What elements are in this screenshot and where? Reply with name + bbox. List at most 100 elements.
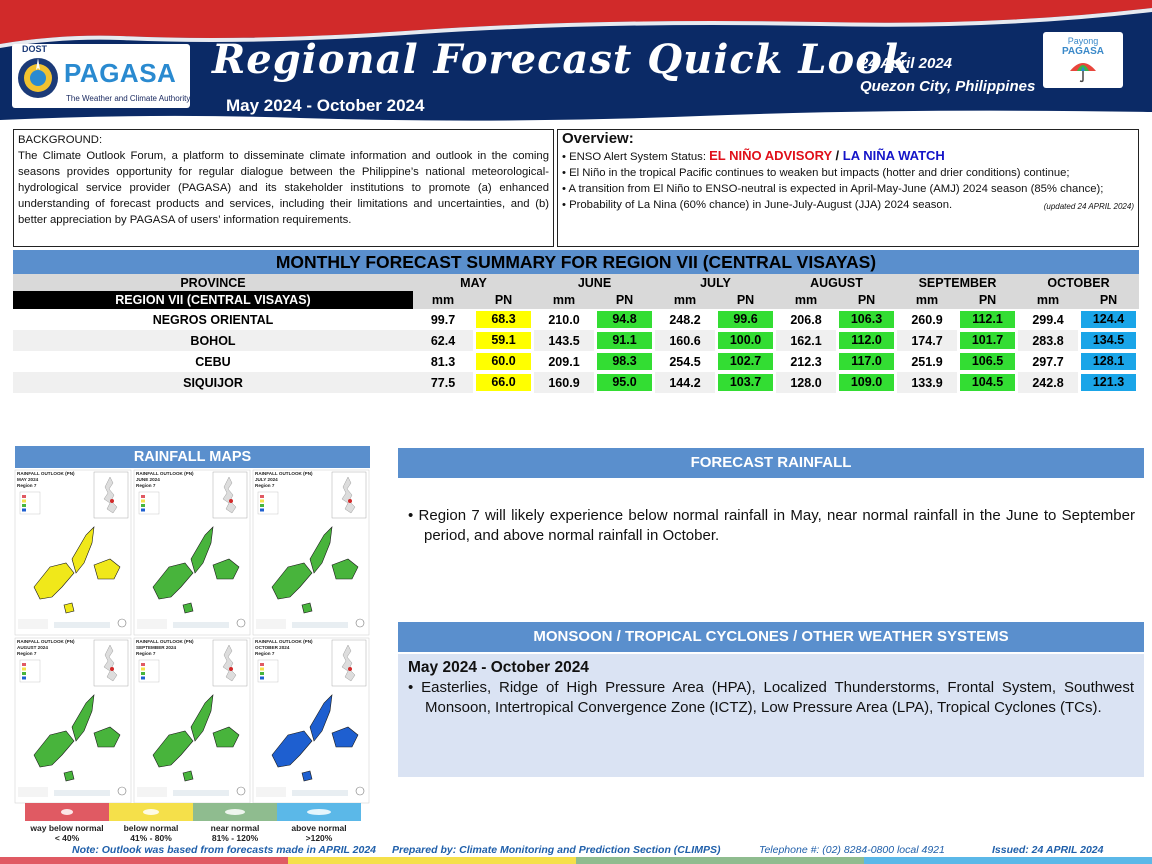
legend-swatch xyxy=(141,508,145,512)
compass-icon xyxy=(117,618,127,628)
percent-normal-cell: 101.7 xyxy=(957,330,1018,351)
legend-category: way below normal xyxy=(30,823,104,833)
map-label: RAINFALL OUTLOOK (PN) xyxy=(17,639,75,644)
negros-oriental-shape xyxy=(152,730,194,768)
dost-label: DOST xyxy=(22,44,48,54)
percent-normal-cell: 112.1 xyxy=(957,309,1018,330)
legend-swatch xyxy=(260,672,264,675)
forecast-rainfall-title: FORECAST RAINFALL xyxy=(398,448,1144,478)
cebu-shape xyxy=(190,526,214,574)
legend-label: near normal 81% - 120% xyxy=(193,823,277,843)
legend-swatch xyxy=(22,676,26,680)
bohol-shape xyxy=(331,726,359,748)
legend-swatch xyxy=(22,508,26,512)
legend-swatch xyxy=(141,495,145,498)
legend-frame xyxy=(138,491,160,515)
region-marker-icon xyxy=(229,499,233,503)
region-label: REGION VII (CENTRAL VISAYAS) xyxy=(13,291,413,309)
percent-normal-cell: 103.7 xyxy=(715,372,776,393)
percent-normal-cell: 100.0 xyxy=(715,330,776,351)
table-row: BOHOL 62.4 59.1 143.5 91.1 160.6 100.0 162.1 112… xyxy=(13,330,1139,351)
percent-normal-value: 59.1 xyxy=(476,332,531,349)
legend-swatch xyxy=(22,504,26,507)
pn-header: PN xyxy=(957,291,1018,309)
province-name: NEGROS ORIENTAL xyxy=(152,312,274,327)
pagasa-watermark-logo xyxy=(18,787,48,797)
forecast-rainfall-text: • Region 7 will likely experience below … xyxy=(408,507,1135,544)
percent-normal-value: 134.5 xyxy=(1081,332,1136,349)
bohol-shape xyxy=(212,726,240,748)
legend-swatch xyxy=(22,499,26,503)
footer-issued: Issued: 24 APRIL 2024 xyxy=(992,844,1104,856)
background-text: The Climate Outlook Forum, a platform to… xyxy=(18,150,549,226)
rainfall-mm: 160.9 xyxy=(534,372,594,393)
percent-normal-cell: 112.0 xyxy=(836,330,897,351)
percent-normal-value: 121.3 xyxy=(1081,374,1136,391)
philippines-inset-icon xyxy=(103,476,118,514)
cebu-shape xyxy=(309,526,333,574)
percent-normal-cell: 106.3 xyxy=(836,309,897,330)
legend-range: < 40% xyxy=(54,833,80,843)
percent-normal-cell: 95.0 xyxy=(594,372,655,393)
map-colorbar xyxy=(54,790,110,796)
cloud-icon xyxy=(143,809,159,815)
philippines-inset-icon xyxy=(103,644,118,682)
percent-normal-value: 100.0 xyxy=(718,332,773,349)
region-marker-icon xyxy=(229,667,233,671)
percent-normal-cell: 106.5 xyxy=(957,351,1018,372)
legend-range: 41% - 80% xyxy=(130,833,172,843)
map-colorbar xyxy=(292,622,348,628)
percent-normal-cell: 59.1 xyxy=(473,330,534,351)
percent-normal-value: 109.0 xyxy=(839,374,894,391)
percent-normal-value: 104.5 xyxy=(960,374,1015,391)
siquijor-shape xyxy=(301,770,313,782)
map-label: Region 7 xyxy=(255,483,275,488)
legend-swatch xyxy=(260,667,264,671)
pagasa-wordmark: PAGASA xyxy=(64,58,177,88)
mm-header: mm xyxy=(1018,291,1078,309)
map-label: RAINFALL OUTLOOK (PN) xyxy=(136,471,194,476)
percent-normal-value: 98.3 xyxy=(597,353,652,370)
rainfall-mm: 248.2 xyxy=(669,312,701,327)
siquijor-shape xyxy=(182,602,194,614)
region-marker-icon xyxy=(348,499,352,503)
map-label: JUNE 2024 xyxy=(136,477,160,482)
percent-normal-cell: 109.0 xyxy=(836,372,897,393)
issue-place: Quezon City, Philippines xyxy=(860,78,1036,95)
legend-frame xyxy=(138,659,160,683)
siquijor-shape xyxy=(63,602,75,614)
rainfall-mm: 206.8 xyxy=(790,312,822,327)
negros-oriental-shape xyxy=(271,730,313,768)
compass-icon xyxy=(355,618,365,628)
rainfall-mm: 299.4 xyxy=(1032,312,1064,327)
rainfall-mm: 143.5 xyxy=(534,330,594,351)
background-box: BACKGROUND: The Climate Outlook Forum, a… xyxy=(13,129,554,247)
legend-swatch xyxy=(141,676,145,680)
overview-title: Overview: xyxy=(562,130,634,147)
footer: Note: Outlook was based from forecasts m… xyxy=(0,842,1152,864)
legend-swatch xyxy=(22,663,26,666)
percent-normal-cell: 121.3 xyxy=(1078,372,1139,393)
legend-swatch xyxy=(260,504,264,507)
percent-normal-cell: 102.7 xyxy=(715,351,776,372)
month-header: JUNE xyxy=(534,274,655,291)
pagasa-logo: DOST PAGASA The Weather and Climate Auth… xyxy=(12,44,190,108)
percent-normal-value: 112.0 xyxy=(839,332,894,349)
map-colorbar xyxy=(173,622,229,628)
rainfall-mm: 128.0 xyxy=(776,372,836,393)
rainfall-mm: 160.6 xyxy=(655,330,715,351)
legend-swatch xyxy=(260,499,264,503)
province-name: CEBU xyxy=(195,354,231,369)
philippines-inset-icon xyxy=(341,644,356,682)
overview-bullet-last: • Probability of La Nina (60% chance) in… xyxy=(562,197,1134,213)
percent-normal-cell: 98.3 xyxy=(594,351,655,372)
percent-normal-value: 95.0 xyxy=(597,374,652,391)
compass-icon xyxy=(117,786,127,796)
overview-box: Overview: • ENSO Alert System Status: EL… xyxy=(557,129,1139,247)
percent-normal-value: 106.5 xyxy=(960,353,1015,370)
legend-label: way below normal < 40% xyxy=(25,823,109,843)
map-label: Region 7 xyxy=(136,651,156,656)
percent-normal-cell: 134.5 xyxy=(1078,330,1139,351)
